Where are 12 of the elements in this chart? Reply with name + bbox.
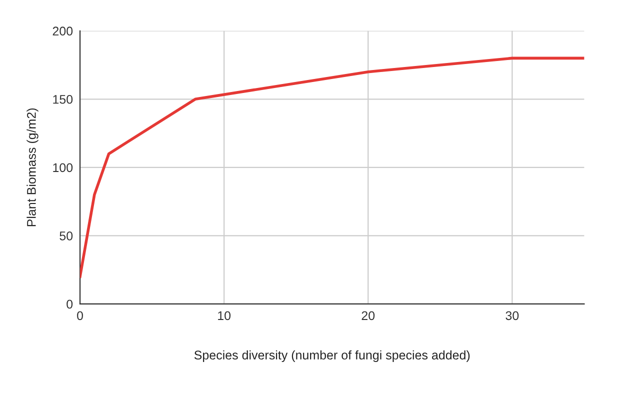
y-tick-label: 50 [60, 231, 73, 240]
x-axis-title: Species diversity (number of fungi species added) [194, 350, 470, 362]
line-series [80, 56, 584, 278]
x-tick-label: 10 [218, 311, 231, 320]
x-tick-label: 0 [77, 311, 83, 320]
x-tick-label: 30 [506, 311, 519, 320]
y-tick-label: 200 [52, 26, 73, 36]
y-axis-title: Plant Biomass (g/m2) [26, 108, 38, 226]
x-tick-label: 20 [362, 311, 375, 320]
y-tick-label: 0 [66, 300, 73, 309]
y-tick-label: 100 [53, 163, 73, 172]
y-tick-label: 150 [53, 94, 73, 104]
